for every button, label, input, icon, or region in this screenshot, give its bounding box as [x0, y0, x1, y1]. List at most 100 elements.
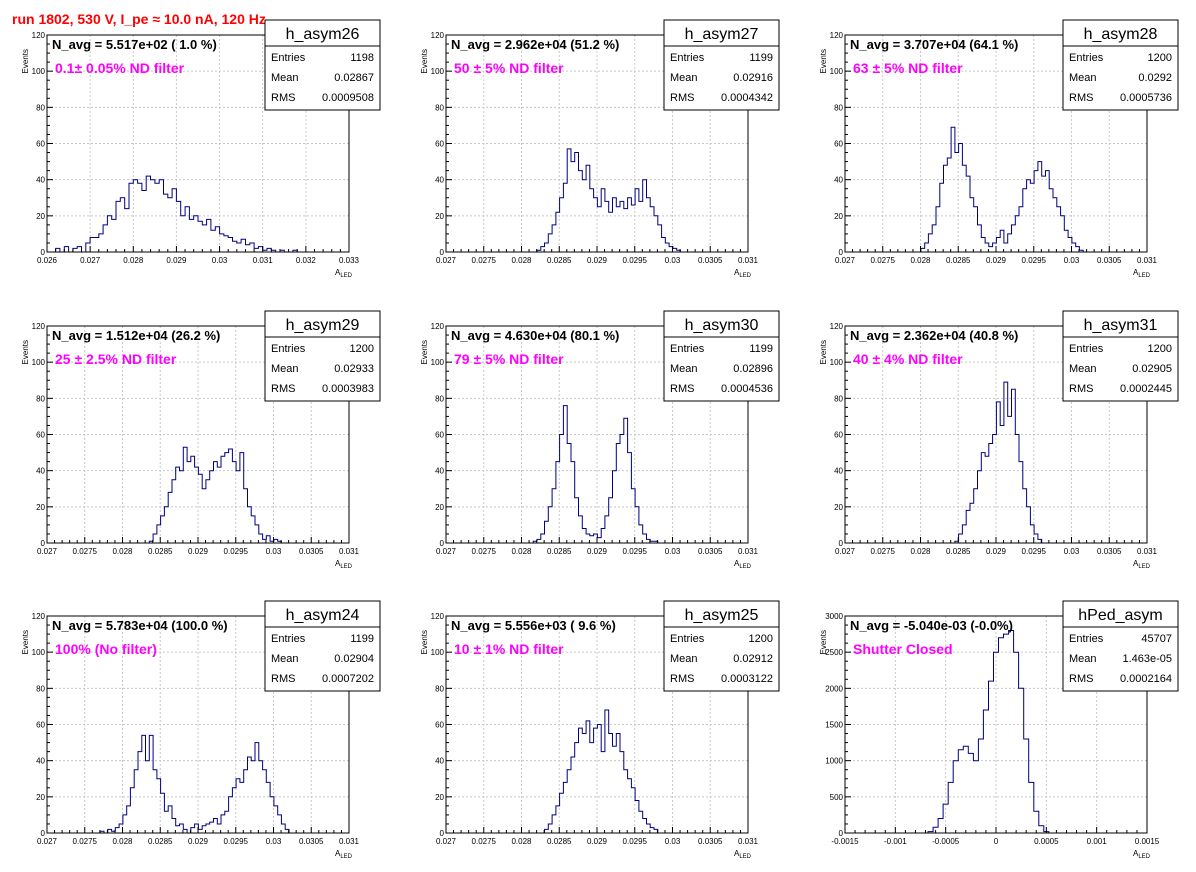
- stats-box-title: h_asym31: [1084, 317, 1158, 334]
- stats-label: Entries: [1069, 633, 1104, 645]
- stats-label: Mean: [670, 363, 698, 375]
- x-tick-label: 0.029: [587, 256, 608, 265]
- histogram-series-line: [51, 175, 302, 253]
- x-tick-label: 0.0275: [871, 547, 896, 556]
- stats-box: [1062, 19, 1179, 111]
- stats-box-title: h_asym26: [286, 26, 360, 43]
- x-tick-label: 0.031: [738, 547, 759, 556]
- x-tick-label: 0.032: [296, 256, 317, 265]
- histogram-panel: 0.027 0.0275 0.028 0.0285 0.029 0.0295 0.03 0.0…: [21, 600, 381, 860]
- y-tick-label: 120: [431, 612, 445, 621]
- stats-box-title: hPed_asym: [1078, 607, 1163, 624]
- filter-annotation: 63 ± 5% ND filter: [853, 60, 963, 76]
- stats-box: [264, 19, 381, 111]
- stats-box: [663, 600, 780, 692]
- x-tick-label: 0.0305: [698, 547, 723, 556]
- y-tick-label: 40: [834, 176, 843, 185]
- x-axis-label-subscript: LED: [1138, 564, 1150, 570]
- stats-label: Entries: [271, 633, 306, 645]
- stats-box: [264, 600, 381, 692]
- x-axis-label: ALED: [1133, 268, 1151, 279]
- x-tick-label: 0.0285: [946, 547, 971, 556]
- x-tick-label: 0.027: [436, 837, 457, 846]
- x-tick-label: 0.027: [835, 256, 856, 265]
- y-tick-label: 20: [36, 793, 45, 802]
- histogram-panel: -0.0015 -0.001 -0.0005 0 0.0005 0.001 0.0015 0 5…: [819, 600, 1179, 860]
- x-tick-label: -0.0005: [932, 837, 960, 846]
- x-tick-label: 0.03: [1064, 256, 1080, 265]
- y-tick-label: 0: [839, 539, 844, 548]
- x-tick-label: 0.0275: [73, 547, 98, 556]
- stats-value: 1200: [749, 633, 773, 645]
- stats-label: Mean: [670, 72, 698, 84]
- y-tick-label: 80: [36, 684, 45, 693]
- y-tick-label: 0: [440, 539, 445, 548]
- y-tick-label: 40: [36, 467, 45, 476]
- y-tick-label: 120: [431, 31, 445, 40]
- y-tick-label: 2500: [825, 648, 843, 657]
- x-tick-label: 0.031: [339, 837, 360, 846]
- x-axis-label: ALED: [734, 268, 752, 279]
- stats-value: 1199: [749, 52, 773, 64]
- x-tick-label: 0.001: [1087, 837, 1108, 846]
- stats-value: 0.0004536: [721, 383, 773, 395]
- stats-value: 1199: [350, 633, 374, 645]
- x-axis-label-subscript: LED: [1138, 273, 1150, 279]
- y-tick-label: 80: [435, 103, 444, 112]
- stats-label: Mean: [271, 72, 299, 84]
- y-tick-label: 20: [36, 212, 45, 221]
- y-tick-label: 0: [41, 248, 46, 257]
- stats-value: 0.02904: [334, 653, 374, 665]
- histogram-series-line: [536, 148, 685, 253]
- y-tick-label: 80: [36, 103, 45, 112]
- x-axis-label-main: A: [734, 849, 740, 858]
- x-axis-label: ALED: [1133, 559, 1151, 570]
- stats-label: Entries: [670, 343, 705, 355]
- stats-value: 0.02933: [334, 363, 374, 375]
- stats-label: Mean: [271, 653, 299, 665]
- x-tick-label: 0.0005: [1034, 837, 1059, 846]
- x-tick-label: 0.026: [37, 256, 58, 265]
- y-tick-label: 40: [36, 757, 45, 766]
- histogram-panel: 0.027 0.0275 0.028 0.0285 0.029 0.0295 0.03 0.0…: [819, 310, 1179, 570]
- y-tick-label: 40: [834, 467, 843, 476]
- stats-label: RMS: [271, 383, 295, 395]
- navg-annotation: N_avg = 5.783e+04 (100.0 %): [52, 618, 228, 633]
- x-axis-label: ALED: [1133, 849, 1151, 860]
- x-tick-label: 0.029: [188, 547, 209, 556]
- y-tick-label: 120: [32, 31, 46, 40]
- y-tick-label: 100: [431, 67, 445, 76]
- y-tick-label: 100: [32, 67, 46, 76]
- y-tick-label: 40: [435, 757, 444, 766]
- stats-value: 0.0003983: [322, 383, 374, 395]
- x-axis-label: ALED: [734, 559, 752, 570]
- x-tick-label: 0.0285: [547, 547, 572, 556]
- stats-label: Mean: [1069, 363, 1097, 375]
- stats-value: 0.0002164: [1120, 673, 1172, 685]
- y-tick-label: 0: [41, 539, 46, 548]
- stats-value: 1198: [350, 52, 374, 64]
- x-tick-label: -0.001: [884, 837, 907, 846]
- y-tick-label: 120: [32, 612, 46, 621]
- x-tick-label: 0.03: [266, 547, 282, 556]
- filter-annotation: 10 ± 1% ND filter: [454, 641, 564, 657]
- y-tick-label: 20: [834, 503, 843, 512]
- x-axis-label-subscript: LED: [1138, 854, 1150, 860]
- x-axis-label-subscript: LED: [340, 564, 352, 570]
- x-tick-label: 0.0275: [73, 837, 98, 846]
- y-tick-label: 120: [830, 322, 844, 331]
- x-tick-label: -0.0015: [831, 837, 859, 846]
- x-axis-label-subscript: LED: [340, 854, 352, 860]
- stats-label: RMS: [1069, 92, 1093, 104]
- stats-value: 0.02912: [733, 653, 773, 665]
- run-title: run 1802, 530 V, I_pe ≈ 10.0 nA, 120 Hz: [12, 11, 266, 27]
- y-tick-label: 0: [41, 829, 46, 838]
- navg-annotation: N_avg = 5.517e+02 ( 1.0 %): [52, 37, 217, 52]
- navg-annotation: N_avg = 1.512e+04 (26.2 %): [52, 328, 220, 343]
- stats-value: 1.463e-05: [1122, 653, 1172, 665]
- y-tick-label: 60: [36, 721, 45, 730]
- stats-label: Entries: [271, 52, 306, 64]
- stats-label: RMS: [271, 92, 295, 104]
- x-tick-label: 0.03: [665, 837, 681, 846]
- y-axis-label: Events: [21, 49, 30, 73]
